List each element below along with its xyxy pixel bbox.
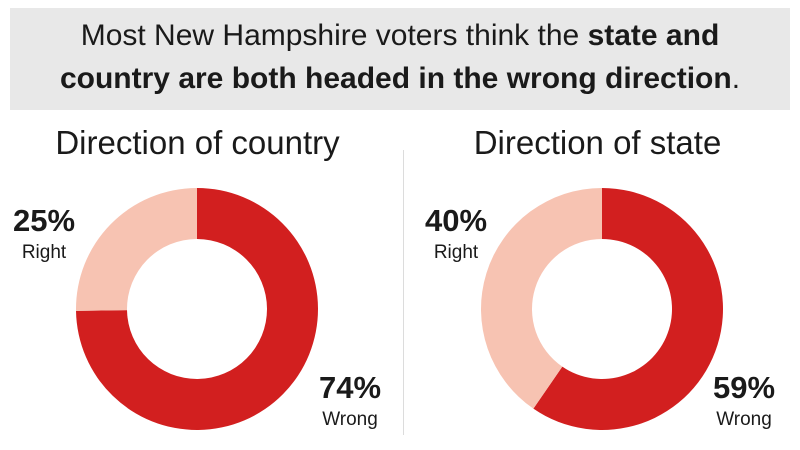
chart-title-country: Direction of country	[55, 124, 340, 161]
state-slice-wrong	[533, 188, 723, 430]
headline-bold-country: country are both headed in the wrong dir…	[59, 62, 732, 95]
country-wrong-label: Wrong	[322, 409, 378, 430]
state-wrong-percent: 59%	[712, 370, 776, 405]
state-wrong-label: Wrong	[716, 409, 772, 430]
country-slice-wrong	[76, 188, 318, 430]
headline-text: Most New Hampshire voters think the	[80, 19, 588, 52]
donut-state	[480, 187, 723, 430]
country-right-percent: 25%	[12, 203, 76, 238]
country-right-label: Right	[21, 242, 67, 263]
chart-title-state: Direction of state	[473, 124, 722, 161]
chart-divider	[403, 150, 404, 435]
donut-country	[76, 188, 318, 430]
country-wrong-percent: 74%	[318, 370, 382, 405]
headline-banner: Most New Hampshire voters think the stat…	[10, 8, 790, 110]
headline-period: .	[731, 62, 741, 95]
state-slice-right	[480, 187, 602, 409]
state-right-label: Right	[433, 242, 479, 263]
country-slice-right	[76, 188, 197, 311]
headline-bold-state: state and	[587, 19, 720, 52]
state-right-percent: 40%	[424, 203, 488, 238]
